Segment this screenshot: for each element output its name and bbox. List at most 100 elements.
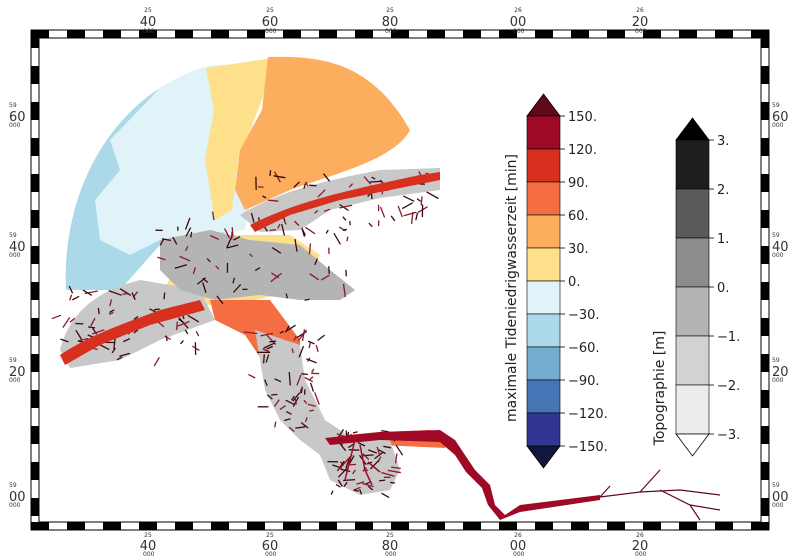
frame-check-bottom bbox=[463, 522, 481, 530]
frame-check-right bbox=[761, 66, 769, 84]
sea-region-orange bbox=[235, 56, 410, 210]
tidal-channel-stroke bbox=[305, 226, 316, 235]
frame-check-right bbox=[761, 354, 769, 372]
left-tick-second: 000 bbox=[9, 252, 21, 259]
frame-check-left bbox=[31, 210, 39, 228]
bottom-tick-second: 000 bbox=[385, 551, 397, 558]
top-tick-second: 000 bbox=[513, 28, 525, 35]
frame-check-left bbox=[31, 138, 39, 156]
colorbar-tide-time: 150. 120. 90. 60. 30. 0. −30. −60. −90. −120. −150… bbox=[504, 93, 608, 469]
tidal-channel-stroke bbox=[306, 358, 317, 364]
tidal-channel-stroke bbox=[339, 204, 353, 209]
tidal-channel-stroke bbox=[210, 234, 219, 240]
tidal-channel-stroke bbox=[349, 221, 351, 226]
tidal-channel-stroke bbox=[299, 388, 302, 394]
tidal-channel-stroke bbox=[369, 459, 380, 470]
tidal-channel-stroke bbox=[109, 299, 113, 307]
colorbar-tide-time-label: −120. bbox=[568, 407, 608, 422]
tidal-channel-stroke bbox=[301, 329, 306, 342]
sea-region-yellow-strip bbox=[205, 58, 272, 220]
red-channel-north bbox=[250, 172, 440, 232]
frame-check-bottom bbox=[175, 522, 193, 530]
bottom-tick-minute: 80 bbox=[382, 539, 399, 554]
tidal-channel-stroke bbox=[296, 374, 302, 386]
tidal-channel-stroke bbox=[68, 285, 74, 294]
tidal-channel-stroke bbox=[295, 426, 306, 429]
tidal-channel-stroke bbox=[75, 329, 83, 340]
tidal-channel-stroke bbox=[395, 444, 404, 456]
tidal-channel-stroke bbox=[69, 317, 76, 323]
tidal-channel-stroke bbox=[365, 481, 371, 485]
tidal-channel-stroke bbox=[288, 372, 291, 386]
top-tick-minute: 20 bbox=[632, 15, 649, 30]
colorbar-tide-time-segment bbox=[526, 115, 561, 150]
top-tick-second: 000 bbox=[143, 28, 155, 35]
frame-check-bottom bbox=[67, 522, 85, 530]
tidal-channel-stroke bbox=[308, 243, 312, 255]
right-tick-minute: 40 bbox=[772, 240, 789, 255]
tidal-channel-stroke bbox=[292, 392, 301, 402]
tidal-channel-stroke bbox=[362, 482, 374, 488]
tidal-channel-stroke bbox=[178, 317, 189, 329]
tidal-channel-stroke bbox=[291, 348, 295, 354]
tidal-channel-stroke bbox=[346, 236, 349, 242]
frame-check-right bbox=[761, 174, 769, 192]
tidal-channel-stroke bbox=[250, 212, 255, 223]
tidal-channel-stroke bbox=[60, 338, 69, 343]
colorbar-topography-label: 1. bbox=[717, 232, 729, 247]
tidal-channel-stroke bbox=[348, 449, 360, 451]
top-tick-minute: 40 bbox=[140, 15, 157, 30]
top-tick-second: 000 bbox=[635, 28, 647, 35]
tidal-channel-stroke bbox=[97, 307, 100, 315]
tidal-channel-stroke bbox=[368, 222, 373, 228]
tidal-channel-stroke bbox=[376, 446, 381, 456]
tidal-channel-stroke bbox=[172, 236, 178, 245]
tidal-channel-stroke bbox=[390, 481, 396, 484]
tidal-channel-stroke bbox=[279, 330, 284, 334]
tidal-channel-stroke bbox=[307, 403, 316, 407]
tidal-channel-stroke bbox=[159, 238, 165, 246]
tidal-channel-stroke bbox=[119, 288, 132, 297]
frame-check-top bbox=[679, 30, 697, 38]
frame-check-bottom bbox=[31, 522, 49, 530]
frame-check-top bbox=[715, 30, 733, 38]
tidal-channel-stroke bbox=[286, 411, 292, 415]
tidal-channel-stroke bbox=[420, 196, 423, 206]
frame-check-right bbox=[761, 210, 769, 228]
tidal-channel-stroke bbox=[383, 445, 392, 449]
frame-check-right bbox=[761, 318, 769, 336]
frame-check-top bbox=[571, 30, 589, 38]
colorbar-topography-segment bbox=[675, 237, 710, 288]
red-channel-south bbox=[325, 430, 600, 520]
colorbar-tide-time-segment bbox=[526, 412, 561, 447]
right-tick-degree: 59 bbox=[772, 232, 780, 239]
frame-check-right bbox=[761, 246, 769, 264]
bottom-tick-second: 000 bbox=[265, 551, 277, 558]
tidal-channel-stroke bbox=[293, 336, 297, 341]
bottom-tick-second: 000 bbox=[635, 551, 647, 558]
tidal-channel-stroke bbox=[87, 326, 96, 329]
frame-check-top bbox=[31, 30, 49, 38]
tidal-channel-stroke bbox=[224, 228, 230, 239]
tidal-channel-stroke bbox=[184, 245, 189, 252]
colorbar-tide-time-segment bbox=[526, 148, 561, 183]
bottom-tick-degree: 25 bbox=[266, 532, 274, 539]
frame-check-bottom bbox=[427, 522, 445, 530]
tidal-channel-stroke bbox=[119, 352, 130, 357]
tidal-channel-stroke bbox=[333, 232, 341, 245]
tidal-channel-stroke bbox=[285, 399, 296, 406]
tidal-channel-stroke bbox=[362, 453, 370, 460]
tidal-channel-stroke bbox=[304, 376, 314, 383]
tidal-channel-stroke bbox=[269, 170, 272, 176]
tidal-channel-stroke bbox=[285, 325, 290, 332]
tidal-channel-stroke bbox=[309, 382, 315, 392]
tidal-channel-stroke bbox=[314, 258, 319, 266]
frame-check-top bbox=[643, 30, 661, 38]
tidal-channel-stroke bbox=[266, 394, 273, 400]
tidal-channel-stroke bbox=[415, 212, 419, 221]
coast-flats-center bbox=[160, 230, 355, 300]
top-tick-degree: 25 bbox=[386, 7, 394, 14]
frame-check-left bbox=[31, 462, 39, 480]
red-channel-west bbox=[60, 300, 205, 365]
bottom-tick-second: 000 bbox=[513, 551, 525, 558]
